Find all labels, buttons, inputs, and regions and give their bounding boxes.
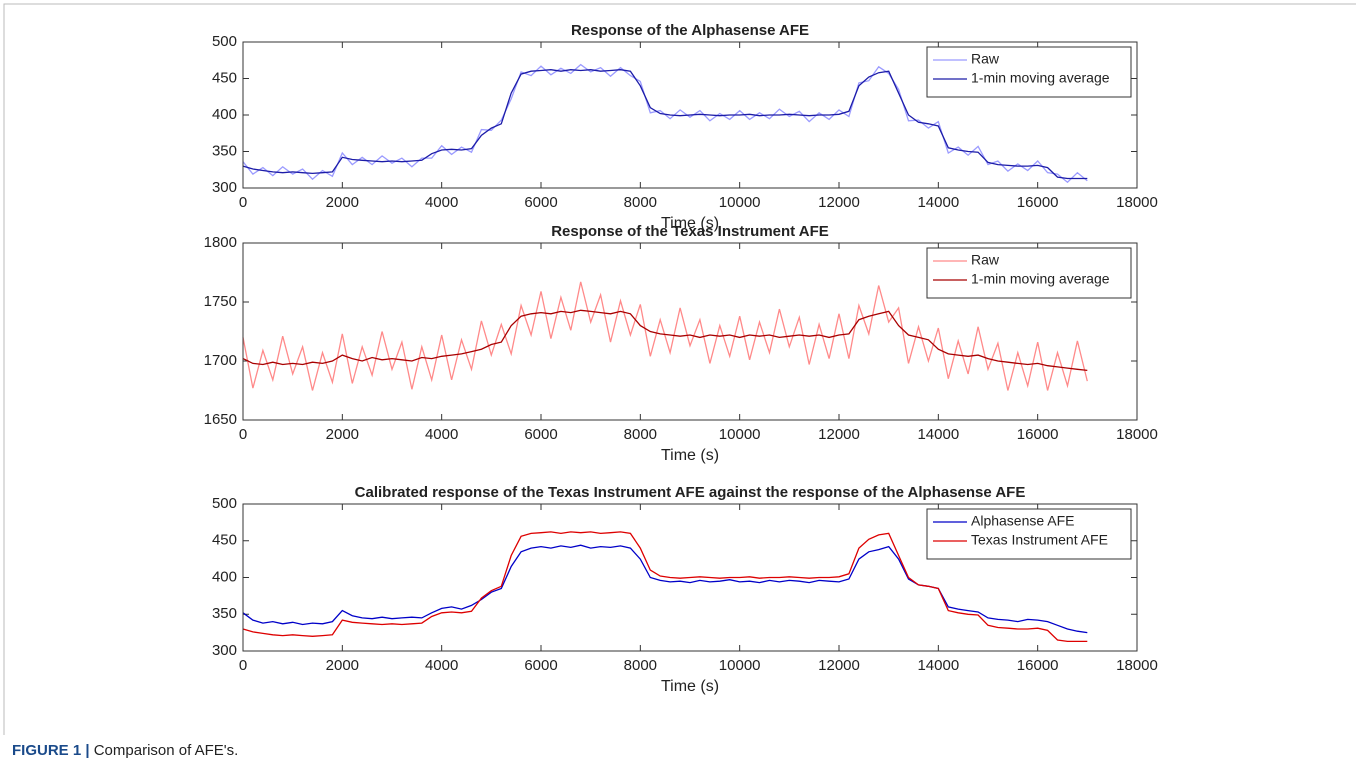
y-tick-label: 300 <box>212 642 237 659</box>
legend-box <box>926 508 1132 560</box>
legend-box <box>926 46 1132 98</box>
series-line <box>242 309 1088 372</box>
x-tick-label: 6000 <box>524 426 557 443</box>
x-tick-label: 2000 <box>326 657 359 674</box>
legend-label: Raw <box>971 252 1000 268</box>
caption-label: FIGURE 1 | <box>12 742 90 759</box>
x-tick-label: 12000 <box>818 194 860 211</box>
legend-label: Texas Instrument AFE <box>971 532 1108 548</box>
frame <box>3 3 1356 735</box>
x-tick-label: 6000 <box>524 194 557 211</box>
series-line <box>242 544 1088 634</box>
x-tick-label: 8000 <box>624 657 657 674</box>
y-tick-label: 400 <box>212 106 237 123</box>
series-line <box>242 69 1088 180</box>
y-tick-label: 500 <box>212 495 237 512</box>
x-tick-label: 4000 <box>425 426 458 443</box>
x-axis-label: Time (s) <box>661 215 719 232</box>
x-tick-label: 0 <box>239 426 247 443</box>
y-tick-label: 1650 <box>204 411 237 428</box>
y-tick-label: 450 <box>212 532 237 549</box>
caption: FIGURE 1 | Comparison of AFE's. <box>12 742 238 759</box>
y-tick-label: 1750 <box>204 293 237 310</box>
y-tick-label: 350 <box>212 142 237 159</box>
x-tick-label: 4000 <box>425 194 458 211</box>
y-tick-label: 500 <box>212 33 237 50</box>
legend-box <box>926 247 1132 299</box>
axes-box <box>242 242 1138 421</box>
x-axis-label: Time (s) <box>661 678 719 695</box>
legend-label: 1-min moving average <box>971 271 1110 287</box>
x-tick-label: 14000 <box>917 657 959 674</box>
x-tick-label: 8000 <box>624 426 657 443</box>
x-tick-label: 16000 <box>1017 194 1059 211</box>
caption-text: Comparison of AFE's. <box>93 742 239 759</box>
x-tick-label: 8000 <box>624 194 657 211</box>
x-tick-label: 10000 <box>719 657 761 674</box>
axes-box <box>242 503 1138 652</box>
y-tick-label: 1800 <box>204 234 237 251</box>
chart-title: Calibrated response of the Texas Instrum… <box>355 484 1026 501</box>
x-tick-label: 4000 <box>425 657 458 674</box>
chart-title: Response of the Alphasense AFE <box>571 22 809 39</box>
series-line <box>242 531 1088 643</box>
x-tick-label: 18000 <box>1116 426 1158 443</box>
x-tick-label: 18000 <box>1116 657 1158 674</box>
series-line <box>242 281 1088 391</box>
chart-title: Response of the Texas Instrument AFE <box>551 223 829 240</box>
x-tick-label: 6000 <box>524 657 557 674</box>
x-tick-label: 16000 <box>1017 426 1059 443</box>
y-tick-label: 1700 <box>204 352 237 369</box>
x-tick-label: 14000 <box>917 194 959 211</box>
x-tick-label: 0 <box>239 194 247 211</box>
x-tick-label: 10000 <box>719 426 761 443</box>
x-tick-label: 12000 <box>818 426 860 443</box>
x-tick-label: 14000 <box>917 426 959 443</box>
legend-label: Alphasense AFE <box>971 513 1075 529</box>
x-tick-label: 2000 <box>326 194 359 211</box>
legend-label: 1-min moving average <box>971 70 1110 86</box>
axes-box <box>242 41 1138 189</box>
figure: 0 2000 4000 6000 8000 10000 12000 14000 16000 180… <box>3 3 1356 735</box>
x-axis-label: Time (s) <box>661 447 719 464</box>
y-tick-label: 400 <box>212 568 237 585</box>
x-tick-label: 18000 <box>1116 194 1158 211</box>
y-tick-label: 350 <box>212 605 237 622</box>
x-tick-label: 10000 <box>719 194 761 211</box>
y-tick-label: 300 <box>212 179 237 196</box>
x-tick-label: 2000 <box>326 426 359 443</box>
y-tick-label: 450 <box>212 69 237 86</box>
x-tick-label: 12000 <box>818 657 860 674</box>
x-tick-label: 16000 <box>1017 657 1059 674</box>
legend-label: Raw <box>971 51 1000 67</box>
x-tick-label: 0 <box>239 657 247 674</box>
